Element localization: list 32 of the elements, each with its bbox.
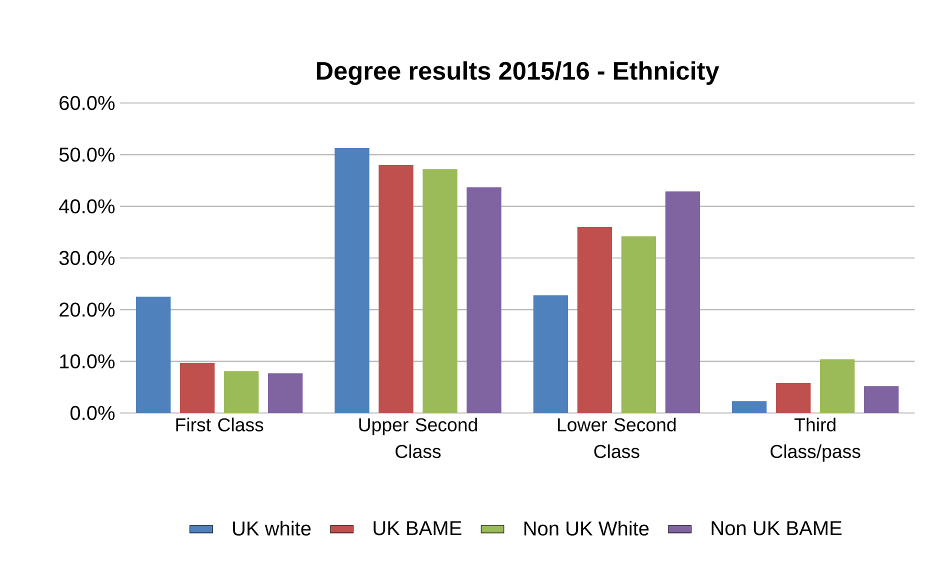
y-tick-label: 50.0% — [59, 148, 115, 162]
bar — [224, 371, 259, 413]
y-tick-label: 10.0% — [60, 354, 115, 368]
bar — [334, 148, 370, 413]
bar — [533, 295, 568, 413]
x-tick-label: Lower Second Class — [558, 418, 676, 458]
bar — [732, 401, 767, 413]
y-tick-label: 20.0% — [60, 302, 115, 317]
legend-label: Non UK White — [524, 520, 649, 536]
chart-title: Degree results 2015/16 - Ethnicity — [316, 61, 720, 85]
bar — [864, 386, 899, 413]
y-tick-label: 0.0% — [70, 406, 115, 420]
legend-label: UK BAME — [374, 521, 462, 536]
bar — [180, 362, 215, 413]
x-tick-label: Third Class/pass — [770, 418, 860, 462]
x-tick-label: First Class — [176, 418, 264, 432]
x-tick-label: Upper Second Class — [359, 418, 477, 458]
y-tick-label: 60.0% — [60, 96, 115, 110]
y-tick-label: 40.0% — [59, 199, 115, 214]
bar — [621, 236, 656, 413]
legend-label: UK white — [233, 520, 311, 536]
bar — [422, 169, 458, 413]
bar — [378, 164, 414, 413]
bar — [136, 296, 171, 413]
bar — [776, 383, 811, 413]
y-tick-label: 30.0% — [59, 250, 115, 266]
bar — [577, 227, 612, 413]
bar — [268, 373, 303, 413]
bar — [665, 191, 700, 413]
bar — [820, 359, 855, 413]
legend-label: Non UK BAME — [712, 521, 842, 536]
bar — [466, 187, 502, 413]
